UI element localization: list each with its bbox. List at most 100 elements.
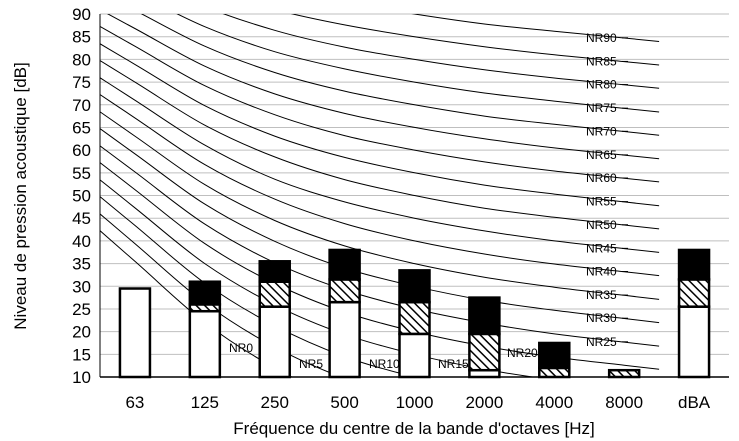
nr-label: NR60 [586,171,628,185]
nr-curve-nr35 [100,111,660,300]
nr-label-text: NR25 [586,335,617,349]
bar-segment-open [677,305,711,379]
nr-curve-nr55 [100,43,660,207]
nr-label: NR75 [586,101,628,115]
y-tick-label: 30 [72,277,91,296]
nr-curve-nr90 [411,14,660,42]
nr-label: NR45 [586,241,628,255]
nr-label: NR5 [299,357,323,371]
nr-curve-nr25 [100,145,660,347]
nr-label: NR90 [586,31,628,45]
nr-label: NR70 [586,124,628,138]
nr-label: NR55 [586,195,628,209]
nr-label-text: NR35 [586,288,617,302]
nr-label-text: NR60 [586,171,617,185]
nr-curve-nr65 [106,14,660,160]
nr-curve-nr85 [290,14,660,66]
nr-label: NR10 [369,357,400,371]
bar-segment-solid [258,260,291,283]
nr-label: NR30 [586,311,628,325]
nr-curve-nr45 [100,77,660,253]
y-axis-label: Niveau de pression acoustique [dB] [11,62,30,329]
nr-label-text: NR65 [586,148,617,162]
x-tick-label: 63 [125,393,144,412]
nr-curve-nr10 [100,195,417,377]
x-tick-label: dBA [678,393,711,412]
x-tick-label: 8000 [605,393,643,412]
bars [118,248,711,379]
bar-segment-solid [188,280,222,306]
x-tick-label: 500 [330,393,358,412]
nr-label-text: NR10 [369,357,400,371]
nr-label-text: NR20 [507,346,538,360]
bar-segment-hatched [538,366,571,379]
y-tick-label: 25 [72,300,91,319]
nr-curve-nr40 [100,93,660,277]
y-tick-label: 35 [72,255,91,274]
nr-label-text: NR40 [586,264,617,278]
y-tick-label: 80 [72,50,91,69]
nr-curves [100,14,660,377]
y-tick-label: 70 [72,96,91,115]
x-tick-label: 4000 [535,393,573,412]
nr-label: NR65 [586,148,628,162]
nr-label-text: NR70 [586,124,617,138]
axes: 10 15 20 25 30 35 40 45 50 55 60 65 70 75 80 85 90 63 125 2… [72,5,729,412]
bar-segment-hatched [398,300,431,336]
bar-segment-solid [538,341,571,370]
bar-segment-solid [677,248,711,281]
nr-curve-nr50 [100,59,660,230]
x-axis-label: Fréquence du centre de la bande d'octave… [233,419,594,438]
nr-label: NR25 [586,335,628,349]
bar-segment-open [258,305,291,379]
nr-curve-nr70 [140,14,660,136]
x-tick-label: 250 [261,393,289,412]
nr-label-text: NR45 [586,241,617,255]
nr-label-text: NR30 [586,311,617,325]
nr-label-text: NR55 [586,195,617,209]
nr-curve-nr60 [100,25,660,183]
x-tick-label: 1000 [396,393,434,412]
nr-label: NR0 [229,341,253,355]
y-tick-label: 60 [72,141,91,160]
bar-segment-open [188,309,222,379]
bar-segment-open [328,300,361,379]
bar-segment-open [118,287,152,379]
y-tick-label: 85 [72,28,91,47]
bar-segment-hatched [258,280,291,308]
y-tick-label: 20 [72,323,91,342]
nr-curve-nr0 [100,230,293,377]
nr-curve-nr30 [100,128,660,324]
nr-label: NR40 [586,264,628,278]
bar-segment-hatched [677,278,711,308]
bar-segment-solid [398,269,431,304]
y-tick-label: 10 [72,368,91,387]
bar-segment-hatched [468,332,501,372]
nr-label: NR85 [586,54,628,68]
nr-label: NR35 [586,288,628,302]
nr-label: NR50 [586,218,628,232]
y-tick-label: 15 [72,345,91,364]
y-tick-label: 65 [72,118,91,137]
bar-segment-solid [468,296,501,336]
nr-label: NR15 [438,357,469,371]
bar-segment-hatched [607,368,641,379]
nr-label-text: NR85 [586,54,617,68]
y-tick-label: 45 [72,209,91,228]
nr-label-text: NR90 [586,31,617,45]
y-tick-label: 40 [72,232,91,251]
nr-curve-nr75 [176,14,660,113]
nr-curve-nr80 [222,14,660,89]
nr-label-text: NR75 [586,101,617,115]
bar-segment-open [398,332,431,379]
x-tick-label: 125 [191,393,219,412]
y-tick-label: 50 [72,187,91,206]
nr-curve-nr20 [100,161,660,370]
nr-label-text: NR80 [586,78,617,92]
x-tick-label: 2000 [465,393,503,412]
y-tick-label: 90 [72,5,91,24]
bar-segment-hatched [328,278,361,304]
nr-curve-nr5 [100,213,343,377]
y-tick-label: 55 [72,164,91,183]
